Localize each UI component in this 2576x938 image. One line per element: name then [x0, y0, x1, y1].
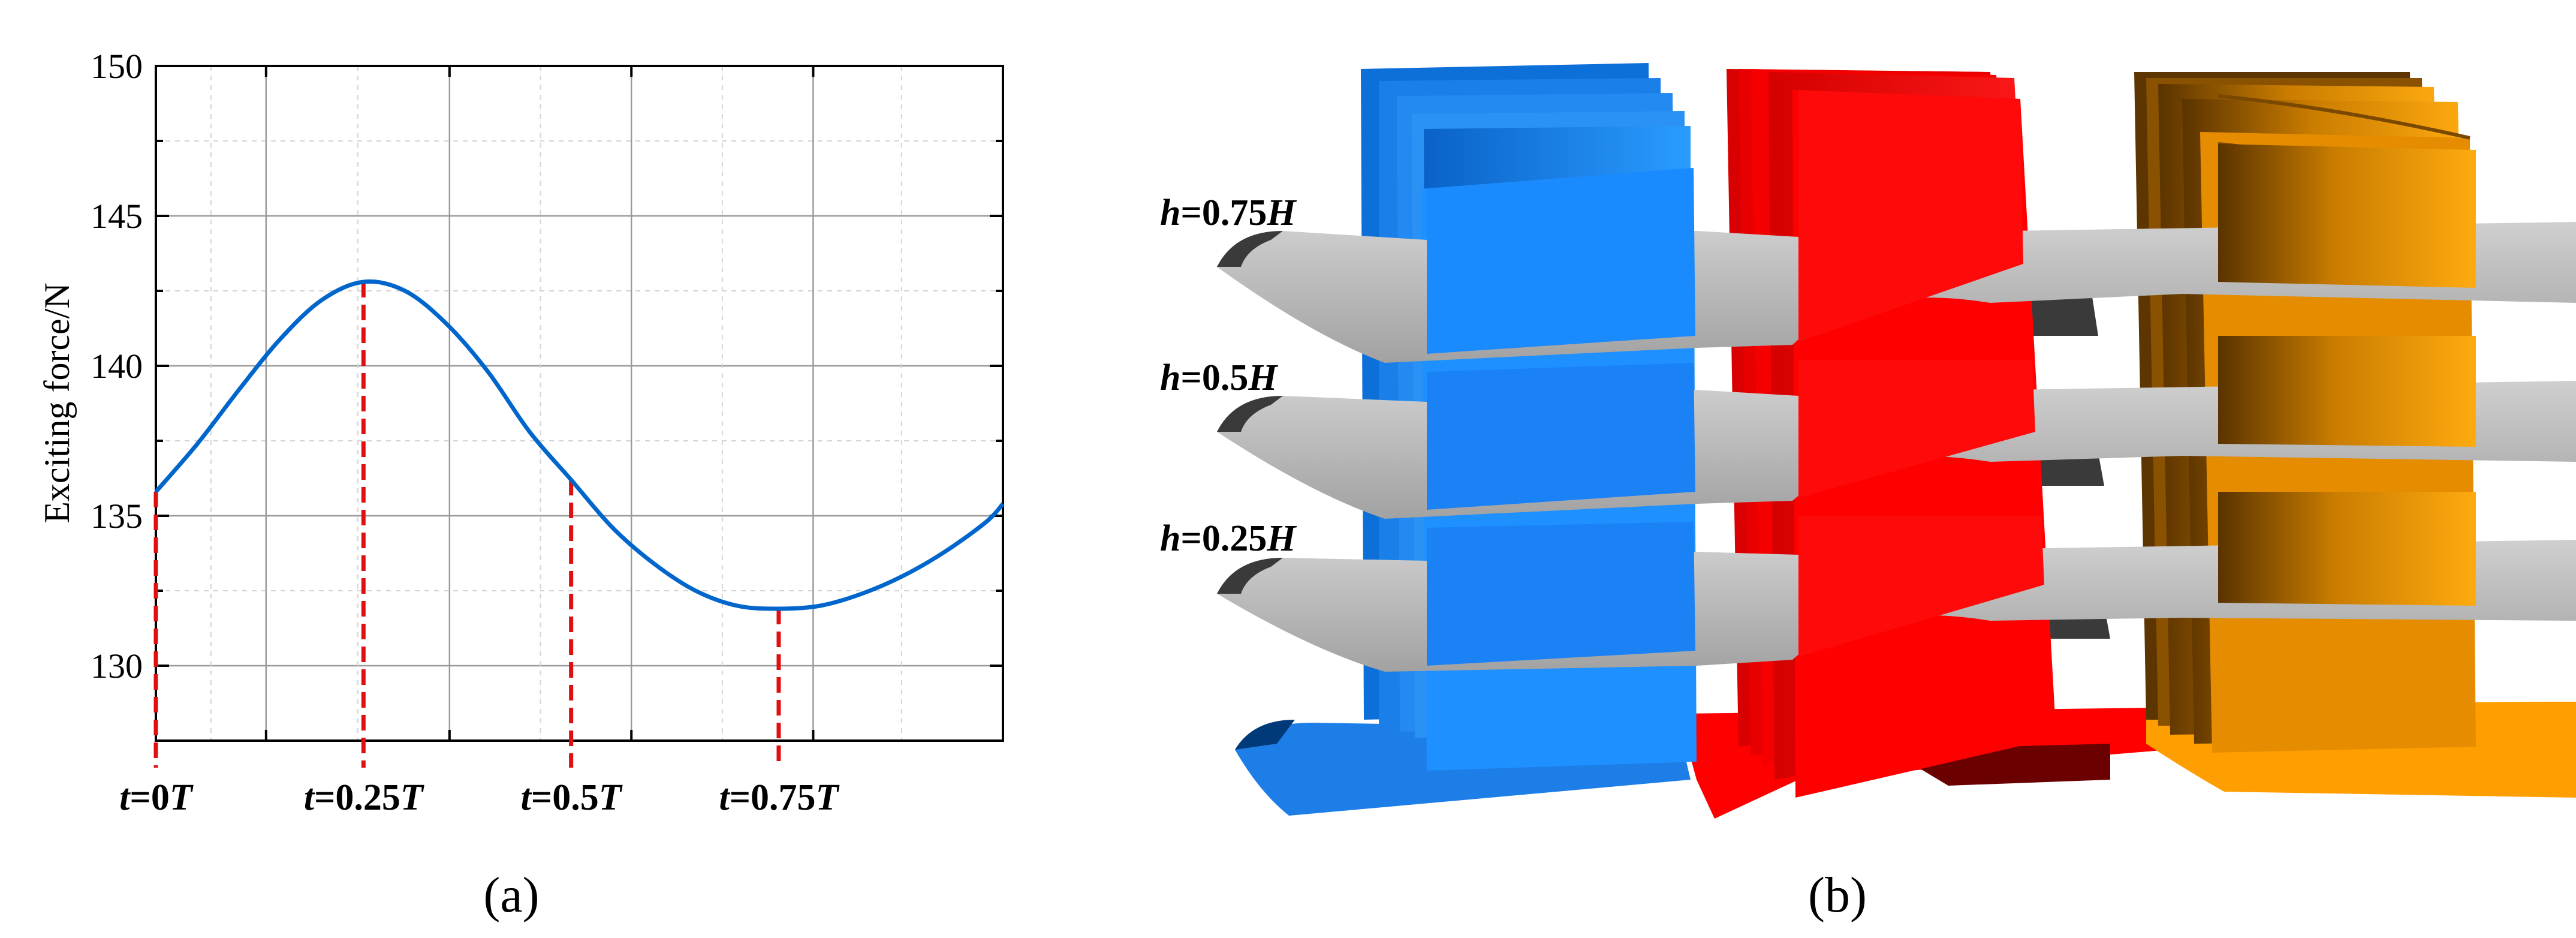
orange-blade-front — [2218, 336, 2476, 447]
y-tick-label: 135 — [91, 497, 143, 536]
span-label-050: h=0.5H — [1160, 357, 1278, 398]
y-tick-label: 130 — [91, 647, 143, 686]
y-axis-label: Exciting force/N — [37, 282, 77, 524]
span-label-075: h=0.75H — [1160, 193, 1297, 233]
y-tick-label: 140 — [91, 347, 143, 386]
dark-leading-edge — [1235, 720, 1295, 750]
dark-root-shadow — [2032, 453, 2104, 486]
time-marker-label: t=0T — [119, 777, 194, 818]
red-blade-front — [1798, 516, 2044, 657]
y-tick-label: 150 — [91, 47, 143, 86]
y-axis-ticks: 130 135 140 145 150 — [91, 47, 1003, 742]
panel-a-caption: (a) — [483, 867, 539, 923]
chart-grid — [155, 65, 1003, 741]
orange-blade-front — [2218, 492, 2476, 606]
time-marker-labels: t=0T t=0.25T t=0.5T t=0.75T — [119, 777, 839, 818]
y-tick-label: 145 — [91, 197, 143, 236]
time-marker-label: t=0.25T — [304, 777, 424, 818]
plot-area-frame — [155, 65, 1004, 742]
panel-b-blade-rows: h=0.75H h=0.5H h=0.25H (b) — [1160, 63, 2576, 923]
exciting-force-line — [154, 279, 1005, 611]
dark-root-shadow — [2014, 297, 2098, 336]
time-markers — [153, 282, 781, 768]
red-blade-front — [1798, 360, 2035, 498]
panel-b-caption: (b) — [1808, 867, 1867, 923]
red-blade-front — [1798, 90, 2023, 342]
time-marker-label: t=0.5T — [521, 777, 623, 818]
span-label-025: h=0.25H — [1160, 518, 1297, 559]
x-axis-ticks — [155, 66, 815, 741]
time-marker-label: t=0.75T — [719, 777, 839, 818]
blue-blade-front — [1427, 363, 1695, 510]
blue-blade-front — [1427, 168, 1695, 354]
orange-blade-front — [2218, 144, 2476, 288]
blue-blade-front — [1427, 522, 1695, 666]
